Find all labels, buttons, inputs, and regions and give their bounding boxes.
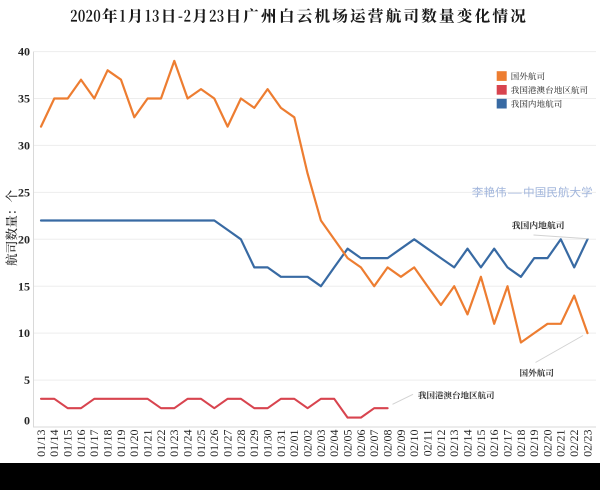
- svg-text:02/21: 02/21: [554, 430, 568, 457]
- svg-text:02/04: 02/04: [327, 430, 341, 457]
- svg-text:40: 40: [18, 45, 30, 59]
- svg-text:02/01: 02/01: [287, 430, 301, 457]
- svg-text:01/15: 01/15: [61, 430, 75, 457]
- svg-text:30: 30: [18, 139, 30, 153]
- svg-text:02/13: 02/13: [447, 430, 461, 457]
- svg-text:02/14: 02/14: [460, 430, 474, 457]
- svg-text:01/31: 01/31: [274, 430, 288, 457]
- svg-text:01/13: 01/13: [34, 430, 48, 457]
- svg-text:01/18: 01/18: [101, 430, 115, 457]
- svg-text:02/17: 02/17: [500, 430, 514, 457]
- svg-text:01/14: 01/14: [47, 430, 61, 457]
- svg-text:01/24: 01/24: [181, 430, 195, 457]
- svg-text:02/08: 02/08: [381, 430, 395, 457]
- svg-text:01/21: 01/21: [141, 430, 155, 457]
- svg-text:15: 15: [18, 279, 30, 293]
- svg-text:02/05: 02/05: [341, 430, 355, 457]
- svg-text:01/27: 01/27: [221, 430, 235, 457]
- svg-text:02/20: 02/20: [540, 430, 554, 457]
- svg-text:01/23: 01/23: [167, 430, 181, 457]
- svg-text:02/11: 02/11: [420, 430, 434, 457]
- svg-text:5: 5: [24, 373, 30, 387]
- svg-text:02/07: 02/07: [367, 430, 381, 457]
- svg-text:25: 25: [18, 186, 30, 200]
- svg-text:02/15: 02/15: [474, 430, 488, 457]
- svg-text:01/30: 01/30: [261, 430, 275, 457]
- svg-text:01/29: 01/29: [247, 430, 261, 457]
- svg-text:01/17: 01/17: [87, 430, 101, 457]
- svg-text:02/12: 02/12: [434, 430, 448, 457]
- svg-text:02/22: 02/22: [567, 430, 581, 457]
- svg-text:01/16: 01/16: [74, 430, 88, 457]
- svg-text:02/16: 02/16: [487, 429, 501, 456]
- svg-text:01/22: 01/22: [154, 430, 168, 457]
- svg-text:02/18: 02/18: [514, 430, 528, 457]
- svg-text:02/03: 02/03: [314, 430, 328, 457]
- svg-text:02/10: 02/10: [407, 430, 421, 457]
- svg-text:02/09: 02/09: [394, 430, 408, 457]
- svg-text:02/06: 02/06: [354, 430, 368, 457]
- svg-text:01/26: 01/26: [207, 430, 221, 457]
- svg-text:02/02: 02/02: [301, 430, 315, 457]
- svg-text:01/20: 01/20: [127, 430, 141, 457]
- svg-text:20: 20: [18, 232, 30, 246]
- svg-text:02/19: 02/19: [527, 430, 541, 457]
- svg-text:0: 0: [24, 413, 30, 427]
- svg-text:01/28: 01/28: [234, 430, 248, 457]
- svg-text:10: 10: [18, 326, 30, 340]
- svg-text:01/19: 01/19: [114, 430, 128, 457]
- svg-text:01/25: 01/25: [194, 430, 208, 457]
- svg-text:35: 35: [18, 92, 30, 106]
- svg-text:02/23: 02/23: [580, 430, 594, 457]
